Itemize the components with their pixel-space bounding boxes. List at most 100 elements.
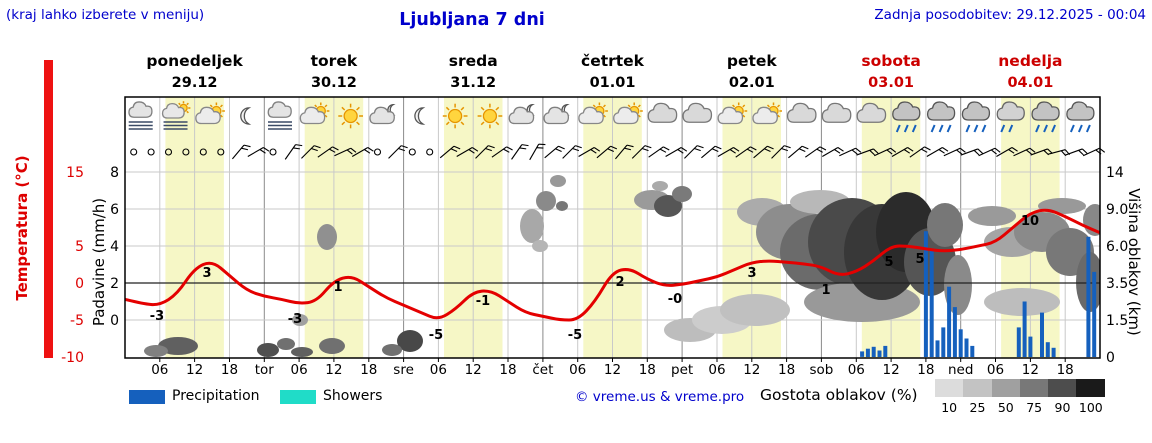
svg-text:-3: -3	[150, 309, 164, 324]
cloud-height-axis-label: Višina oblakov (km)	[1125, 188, 1143, 336]
precipitation-swatch	[129, 390, 165, 404]
svg-text:0: 0	[1106, 350, 1115, 366]
svg-text:1: 1	[333, 280, 342, 295]
svg-text:03.01: 03.01	[868, 75, 914, 91]
svg-text:tor: tor	[255, 362, 275, 378]
cloud-density-scale-tick: 100	[1078, 400, 1103, 415]
weather-icon-partly	[717, 102, 748, 125]
svg-text:30.12: 30.12	[311, 75, 357, 91]
svg-text:18: 18	[917, 362, 934, 378]
svg-text:02.01: 02.01	[729, 75, 775, 91]
svg-text:0: 0	[110, 313, 119, 329]
svg-text:nedelja: nedelja	[998, 52, 1062, 70]
weather-icon-sun	[338, 103, 363, 129]
svg-text:sre: sre	[393, 362, 414, 378]
temperature-axis-bar	[44, 60, 53, 358]
svg-text:06: 06	[430, 362, 447, 378]
cloud-density-scale-segment	[1019, 379, 1049, 397]
svg-text:06: 06	[708, 362, 725, 378]
svg-text:06: 06	[569, 362, 586, 378]
cloud-density-scale-ticks: 10 25 50 75 90 100	[935, 400, 1105, 415]
weather-icon-cloudmoon	[543, 103, 570, 125]
svg-text:sreda: sreda	[449, 52, 498, 70]
svg-text:9.0: 9.0	[1106, 202, 1128, 218]
svg-text:10: 10	[1021, 214, 1039, 229]
cloud-density-scale-segment	[991, 379, 1020, 397]
weather-icon-moon	[414, 107, 426, 125]
svg-text:0: 0	[75, 276, 84, 292]
weather-icon-partly	[195, 102, 225, 125]
weather-icon-moon	[240, 107, 252, 125]
weather-icon-sun	[477, 103, 503, 129]
svg-text:01.01: 01.01	[590, 75, 636, 91]
weather-icon-fog	[128, 101, 153, 130]
cloud-density-scale-segment	[1076, 379, 1105, 397]
svg-text:12: 12	[883, 362, 900, 378]
svg-text:3: 3	[202, 266, 211, 281]
weather-icon-cloud	[856, 102, 887, 123]
svg-text:06: 06	[291, 362, 308, 378]
weather-icons-row	[128, 101, 1095, 133]
precipitation-legend-label: Precipitation	[172, 388, 260, 404]
wind-barbs-row	[130, 143, 1106, 161]
svg-text:pet: pet	[671, 362, 693, 378]
bottom-axis-labels: 06 12 18 tor 06 12 18 sre 06 12 18 čet 06 12 18 pet 06 12…	[151, 358, 1074, 378]
svg-text:ponedeljek: ponedeljek	[146, 52, 243, 70]
svg-text:12: 12	[465, 362, 482, 378]
svg-text:2: 2	[615, 275, 624, 290]
svg-text:29.12: 29.12	[172, 75, 218, 91]
page-title: Ljubljana 7 dni	[399, 10, 545, 30]
svg-text:3: 3	[747, 266, 756, 281]
svg-text:12: 12	[1022, 362, 1039, 378]
svg-text:12: 12	[186, 362, 203, 378]
weather-icon-cloud	[647, 102, 678, 123]
credit-link[interactable]: © vreme.us & vreme.pro	[575, 389, 745, 405]
cloud-density-scale	[935, 379, 1105, 397]
svg-text:-5: -5	[429, 328, 443, 343]
temperature-value-labels: -3 3 -3 1 -5 -1 -5 2 -0 3 1 5 5 10	[150, 214, 1039, 343]
svg-text:-1: -1	[476, 294, 490, 309]
svg-text:6: 6	[110, 202, 119, 218]
svg-text:-3: -3	[288, 312, 302, 327]
cloud-density-scale-segment	[935, 379, 964, 397]
svg-text:18: 18	[221, 362, 238, 378]
weather-icon-fogsun	[161, 101, 191, 130]
day-headers: ponedeljek 29.12 torek 30.12 sreda 31.12 četrt…	[146, 52, 1062, 91]
weather-icon-sun	[442, 103, 468, 129]
weather-icon-cloudmoon	[508, 103, 535, 125]
cloud-density-scale-tick: 75	[1026, 400, 1043, 415]
svg-text:sobota: sobota	[861, 52, 921, 70]
weather-icon-cloud	[682, 102, 713, 123]
weather-icon-rain	[1066, 101, 1095, 133]
weather-icon-rain	[926, 101, 956, 133]
weather-icon-rain	[1031, 101, 1060, 133]
svg-text:18: 18	[639, 362, 656, 378]
weather-icon-partly	[613, 102, 643, 125]
svg-text:-5: -5	[568, 328, 582, 343]
showers-legend-label: Showers	[323, 388, 383, 404]
svg-text:18: 18	[499, 362, 516, 378]
svg-text:06: 06	[987, 362, 1004, 378]
precipitation-axis-label: Padavine (mm/h)	[90, 197, 108, 327]
precipitation-bars	[860, 231, 1097, 358]
svg-text:15: 15	[66, 165, 84, 181]
weather-icon-fog	[267, 101, 292, 130]
weather-icon-cloudrain	[996, 101, 1025, 133]
svg-text:čet: čet	[532, 362, 553, 378]
cloud-density-scale-segment	[1048, 379, 1077, 397]
svg-text:2: 2	[110, 276, 119, 292]
svg-text:četrtek: četrtek	[581, 52, 645, 70]
cloud-density-scale-tick: 10	[941, 400, 958, 415]
cloud-density-scale-tick: 50	[997, 400, 1014, 415]
svg-text:-10: -10	[61, 350, 84, 366]
svg-text:4: 4	[110, 239, 119, 255]
weather-icon-cloud	[821, 102, 852, 123]
svg-text:31.12: 31.12	[450, 75, 496, 91]
svg-text:18: 18	[1057, 362, 1074, 378]
svg-text:12: 12	[743, 362, 760, 378]
svg-text:06: 06	[151, 362, 168, 378]
weather-icon-cloudmoon	[369, 103, 396, 125]
